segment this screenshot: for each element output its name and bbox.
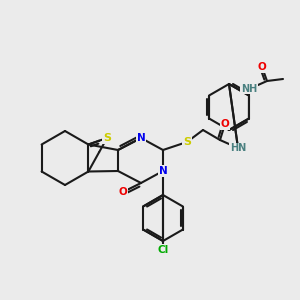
Text: O: O: [258, 62, 266, 72]
Text: NH: NH: [241, 84, 257, 94]
Text: Cl: Cl: [158, 245, 169, 255]
Text: S: S: [103, 133, 111, 143]
Text: HN: HN: [230, 143, 246, 153]
Text: N: N: [136, 133, 146, 143]
Text: O: O: [118, 187, 127, 197]
Text: O: O: [220, 119, 230, 129]
Text: S: S: [183, 137, 191, 147]
Text: N: N: [159, 166, 167, 176]
